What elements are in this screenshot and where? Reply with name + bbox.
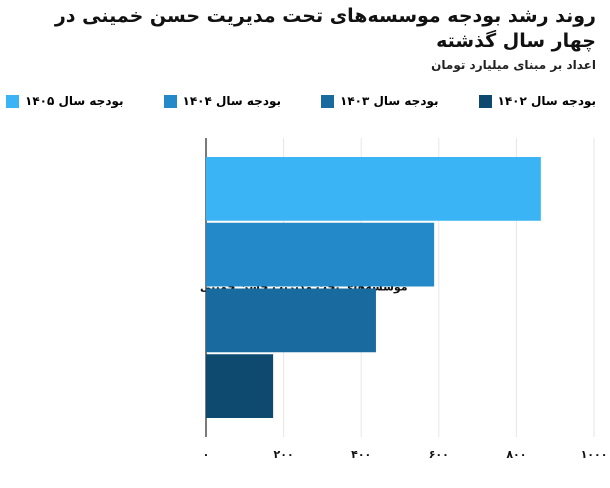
legend: بودجه سال ۱۴۰۲ بودجه سال ۱۴۰۳ بودجه سال ۱۴… xyxy=(6,94,596,108)
legend-swatch xyxy=(6,94,20,108)
legend-swatch xyxy=(321,94,335,108)
legend-label: بودجه سال ۱۴۰۲ xyxy=(497,94,596,108)
x-tick-label: ۸۰۰ xyxy=(506,448,526,461)
bar xyxy=(206,157,541,221)
legend-item: بودجه سال ۱۴۰۵ xyxy=(6,94,124,108)
legend-item: بودجه سال ۱۴۰۲ xyxy=(478,94,596,108)
legend-label: بودجه سال ۱۴۰۳ xyxy=(340,94,439,108)
x-tick-label: ۰ xyxy=(203,448,210,461)
bar xyxy=(206,288,376,353)
bar xyxy=(206,354,274,418)
x-tick-label: ۱۰۰۰ xyxy=(581,448,608,461)
x-tick-label: ۴۰۰ xyxy=(351,448,371,461)
legend-swatch xyxy=(478,94,492,108)
legend-swatch xyxy=(163,94,177,108)
legend-item: بودجه سال ۱۴۰۴ xyxy=(163,94,281,108)
legend-label: بودجه سال ۱۴۰۵ xyxy=(25,94,124,108)
bar xyxy=(206,222,435,287)
legend-item: بودجه سال ۱۴۰۳ xyxy=(321,94,439,108)
legend-label: بودجه سال ۱۴۰۴ xyxy=(182,94,281,108)
chart-subtitle: اعداد بر مبنای میلیارد تومان xyxy=(431,58,596,72)
x-tick-label: ۲۰۰ xyxy=(274,448,294,461)
x-tick-label: ۶۰۰ xyxy=(429,448,449,461)
chart-title: روند رشد بودجه موسسه‌های تحت مدیریت حسن … xyxy=(54,5,596,52)
